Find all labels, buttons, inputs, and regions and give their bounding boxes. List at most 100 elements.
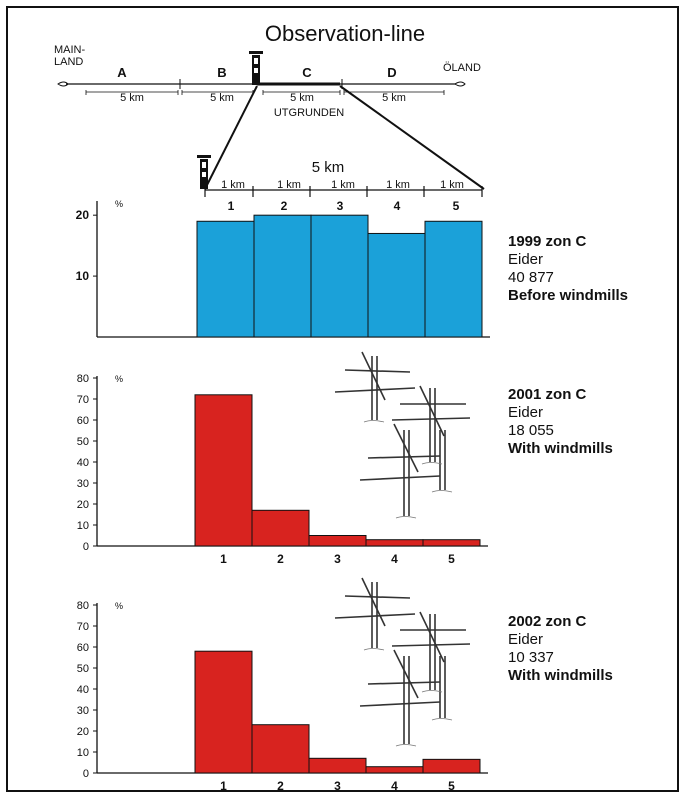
zoom-total-distance: 5 km (312, 159, 345, 176)
bar (308, 757, 367, 774)
x-tick-label: 2 (277, 552, 284, 566)
segment-d-distance: 5 km (382, 92, 406, 104)
mainland-coast-icon (57, 81, 69, 87)
y-tick-label: 30 (77, 478, 89, 490)
y-tick-label: 60 (77, 415, 89, 427)
zoom-number: 4 (394, 199, 401, 213)
y-axis-label: % (115, 199, 123, 209)
segment-a-bracket (85, 90, 179, 95)
bar (422, 758, 481, 774)
bar (365, 766, 424, 774)
y-tick-label: 40 (77, 457, 89, 469)
info-note: With windmills (508, 667, 613, 684)
x-tick-label: 3 (334, 552, 341, 566)
y-tick-label: 50 (77, 436, 89, 448)
bar (253, 214, 312, 338)
y-tick-label: 80 (77, 373, 89, 385)
y-tick-label: 80 (77, 600, 89, 612)
info-species: Eider (508, 251, 543, 268)
y-tick-label: 0 (83, 768, 89, 780)
chart-2001: % 0 10 20 30 40 50 60 70 80 1 2 3 4 5 2001 zon CEider18… (77, 373, 613, 566)
mainland-label-line2: LAND (54, 56, 83, 68)
figure-frame (6, 6, 679, 792)
observation-diagram: Observation-line MAIN- LAND ÖLAND A B C … (54, 21, 485, 213)
windmills-illustration-2001 (334, 351, 471, 519)
diagram-title: Observation-line (265, 21, 425, 46)
y-tick-label: 60 (77, 642, 89, 654)
y-tick-label: 10 (77, 520, 89, 532)
info-note: Before windmills (508, 287, 628, 304)
bar (251, 509, 310, 547)
info-count: 18 055 (508, 422, 554, 439)
x-tick-label: 3 (334, 779, 341, 793)
segment-d-bracket (343, 90, 445, 95)
x-tick-label: 1 (220, 779, 227, 793)
bar (196, 220, 255, 338)
y-tick-label: 70 (77, 394, 89, 406)
bar (367, 232, 426, 338)
y-tick-label: 0 (83, 541, 89, 553)
info-note: With windmills (508, 440, 613, 457)
bar (365, 539, 424, 547)
segment-d-label: D (387, 65, 396, 80)
area-label: UTGRUNDEN (274, 107, 344, 119)
info-title: 2002 zon C (508, 613, 587, 630)
info-species: Eider (508, 404, 543, 421)
segment-c-label: C (302, 65, 312, 80)
chart-2002: % 0 10 20 30 40 50 60 70 80 1 2 3 4 5 2002 zon CEider10… (77, 600, 613, 793)
zoom-line-right (339, 85, 485, 190)
oland-coast-icon (454, 81, 466, 87)
y-tick-label: 20 (76, 208, 90, 222)
zoom-sub-distance: 1 km (440, 179, 464, 191)
zoom-lighthouse-icon (197, 155, 211, 189)
zoom-number: 2 (281, 199, 288, 213)
y-tick-label: 20 (77, 726, 89, 738)
bar (308, 535, 367, 547)
zoom-number: 3 (337, 199, 344, 213)
segment-b-label: B (217, 65, 226, 80)
zoom-sub-distance: 1 km (277, 179, 301, 191)
segment-a-label: A (117, 65, 127, 80)
bar (194, 394, 253, 547)
y-tick-label: 10 (76, 269, 90, 283)
info-count: 10 337 (508, 649, 554, 666)
y-tick-label: 70 (77, 621, 89, 633)
y-tick-label: 30 (77, 705, 89, 717)
y-tick-label: 50 (77, 663, 89, 675)
x-tick-label: 1 (220, 552, 227, 566)
bar (194, 650, 253, 774)
segment-a-distance: 5 km (120, 92, 144, 104)
zoom-sub-distance: 1 km (331, 179, 355, 191)
bar (251, 724, 310, 774)
lighthouse-icon (249, 51, 263, 85)
mainland-label-line1: MAIN- (54, 44, 86, 56)
zoom-line-left (204, 85, 258, 190)
windmills-illustration-2002 (334, 577, 471, 747)
info-species: Eider (508, 631, 543, 648)
info-title: 1999 zon C (508, 233, 587, 250)
x-tick-label: 5 (448, 779, 455, 793)
y-axis-label: % (115, 374, 123, 384)
zoom-sub-distance: 1 km (386, 179, 410, 191)
zoom-number: 1 (228, 199, 235, 213)
oland-label: ÖLAND (443, 62, 481, 74)
x-tick-label: 4 (391, 779, 398, 793)
y-tick-label: 10 (77, 747, 89, 759)
x-tick-label: 2 (277, 779, 284, 793)
y-tick-label: 40 (77, 684, 89, 696)
x-tick-label: 4 (391, 552, 398, 566)
bar (310, 214, 369, 338)
x-tick-label: 5 (448, 552, 455, 566)
bar (422, 539, 481, 547)
bar (424, 220, 483, 338)
segment-c-bracket (262, 90, 341, 95)
zoom-number: 5 (453, 199, 460, 213)
y-axis-label: % (115, 601, 123, 611)
segment-c-distance: 5 km (290, 92, 314, 104)
zoom-sub-distance: 1 km (221, 179, 245, 191)
segment-b-distance: 5 km (210, 92, 234, 104)
info-title: 2001 zon C (508, 386, 587, 403)
y-tick-label: 20 (77, 499, 89, 511)
